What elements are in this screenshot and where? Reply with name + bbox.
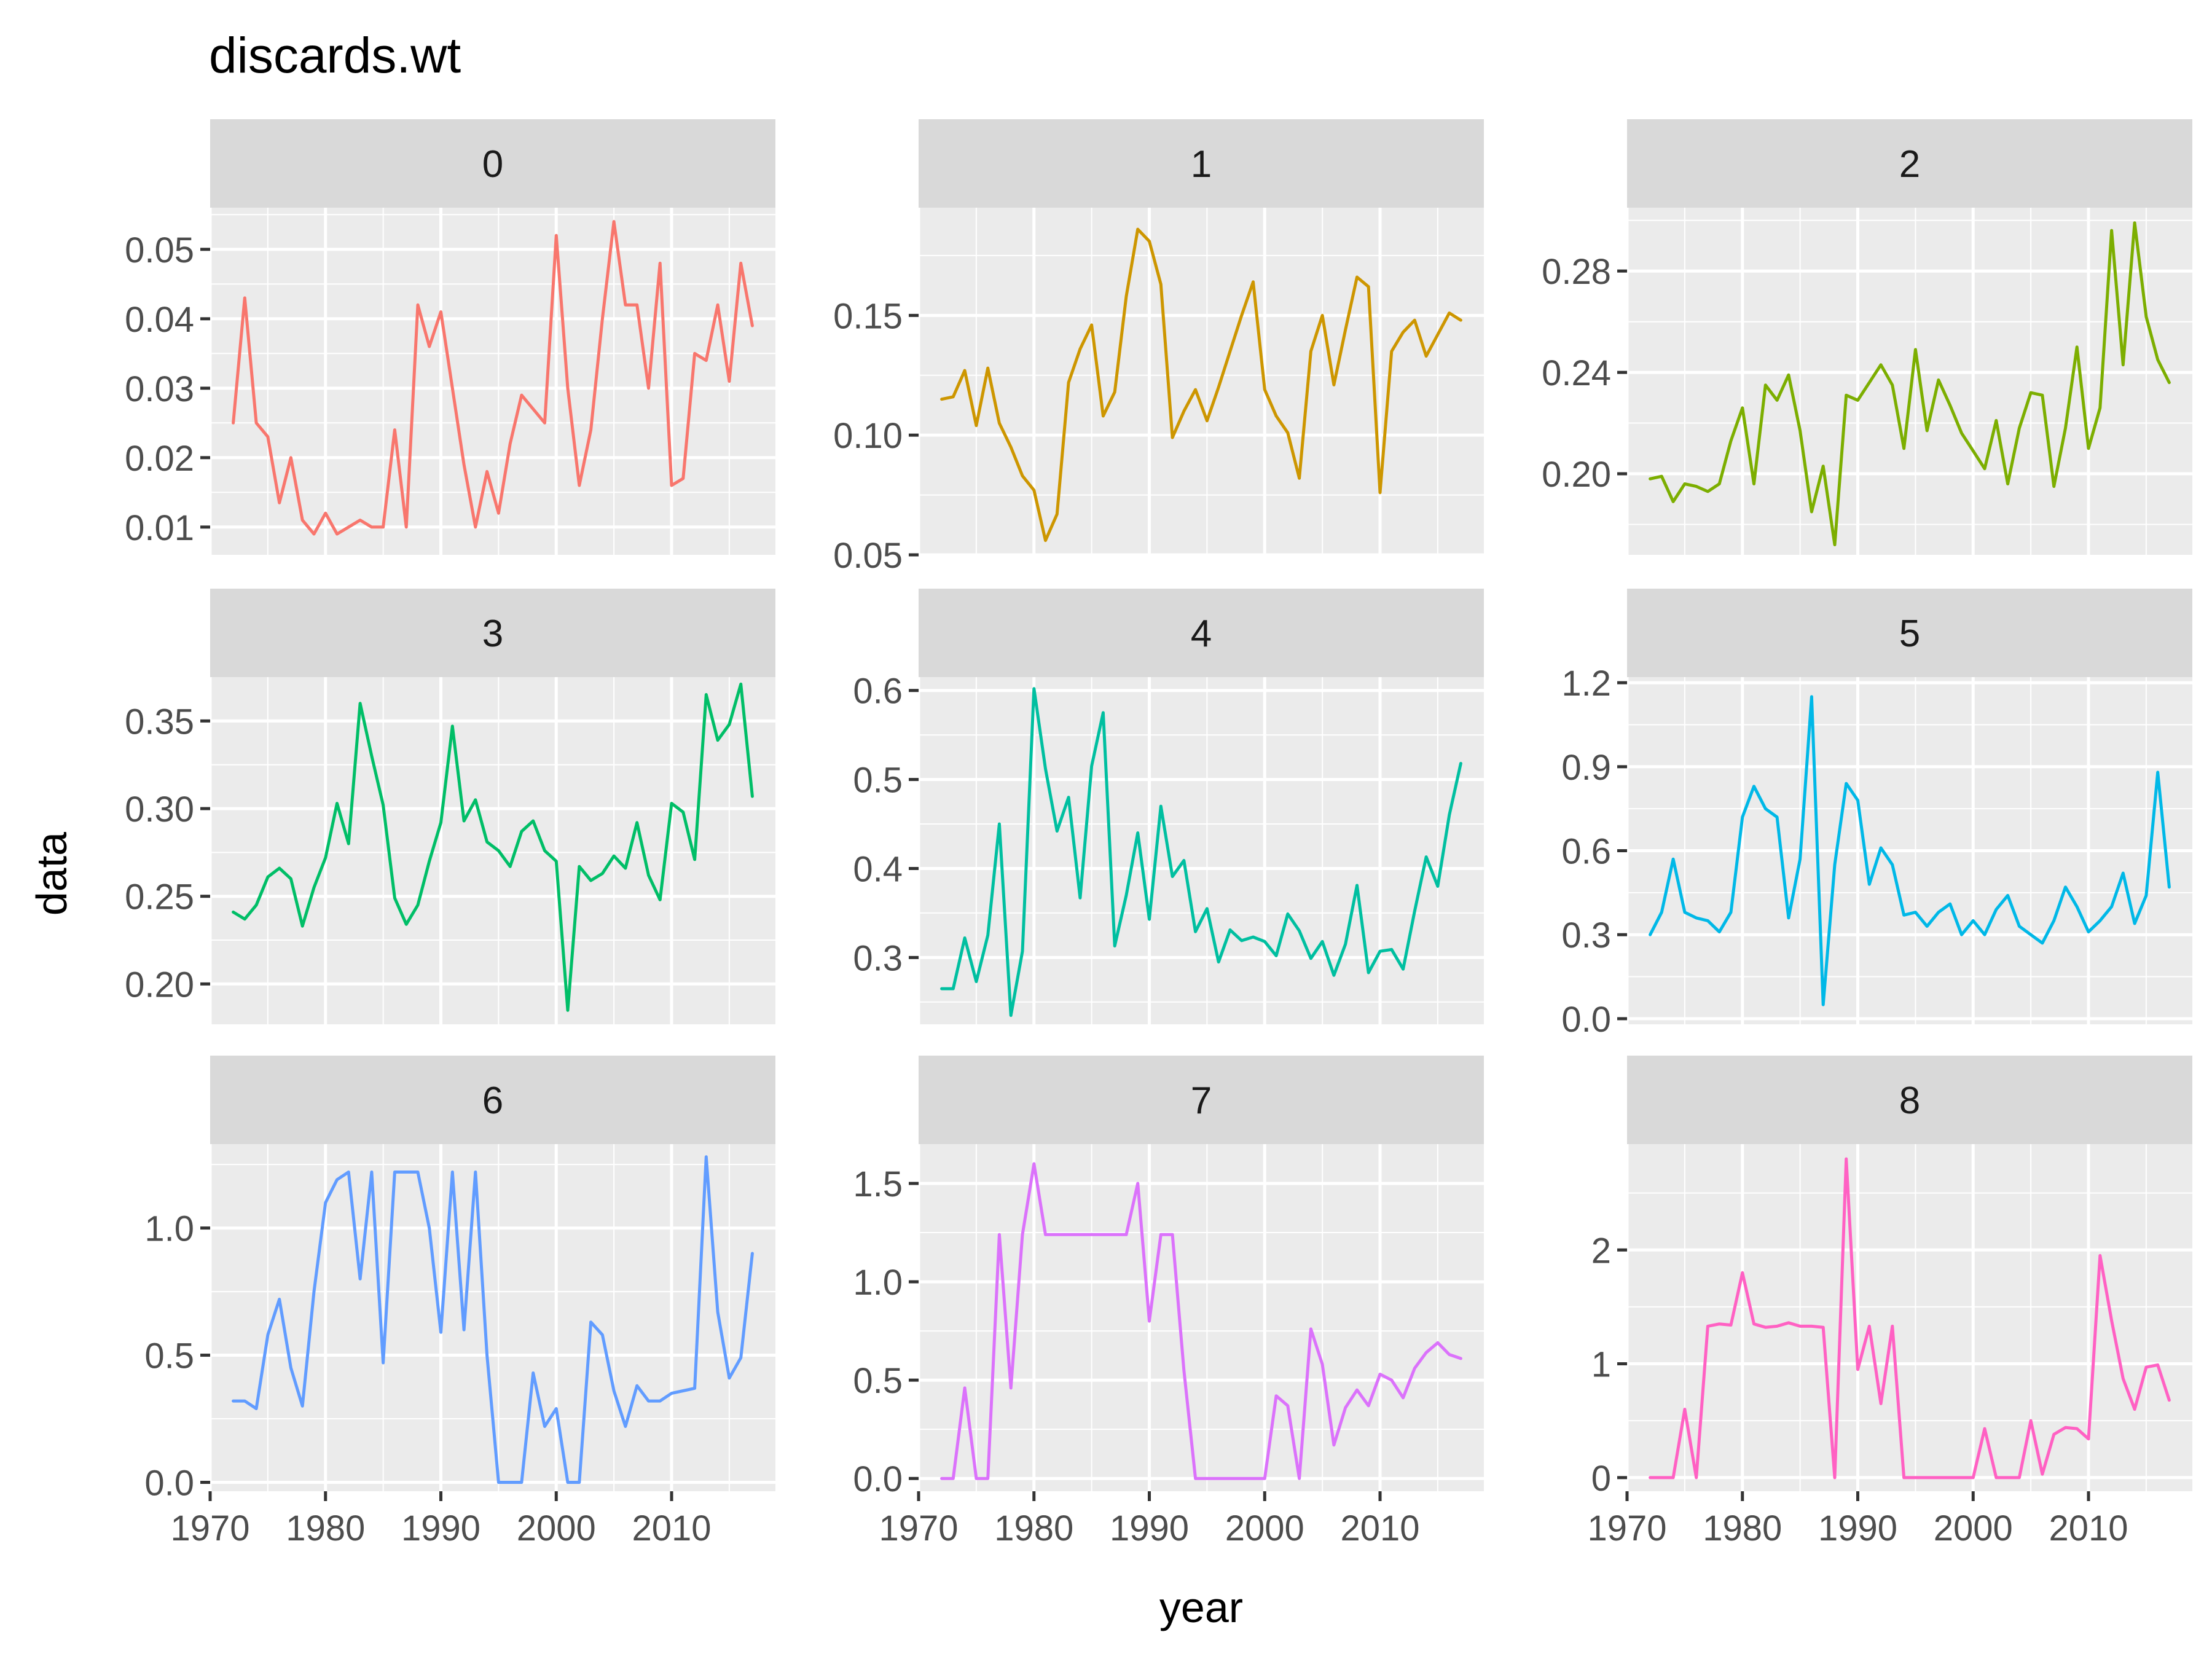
series-line-6 — [232, 1155, 754, 1484]
facet-strip-label: 6 — [482, 1080, 503, 1122]
x-tick-label: 1990 — [1818, 1508, 1897, 1548]
facet-strip — [1627, 1056, 2192, 1144]
y-tick-label: 0.5 — [853, 1361, 903, 1401]
x-tick-label: 2000 — [1934, 1508, 2013, 1548]
y-tick-label: 0.3 — [1561, 916, 1611, 955]
x-tick-label: 1980 — [1703, 1508, 1782, 1548]
y-axis-label: data — [28, 832, 76, 916]
facet-panel-3: 3 0.20 0.25 0.30 0.35 — [125, 589, 775, 1024]
facet-strip — [919, 1056, 1484, 1144]
y-tick-label: 1.5 — [853, 1164, 903, 1204]
plot-background — [210, 677, 775, 1024]
chart-title: discards.wt — [209, 28, 461, 84]
y-tick-label: 0.05 — [125, 230, 194, 270]
y-tick-label: 0.01 — [125, 508, 194, 548]
x-tick-label: 1980 — [994, 1508, 1073, 1548]
series-line-7 — [940, 1162, 1462, 1480]
x-tick-label: 1990 — [1110, 1508, 1189, 1548]
plot-background — [210, 1144, 775, 1491]
facet-strip-label: 1 — [1191, 143, 1212, 186]
y-tick-label: 0 — [1591, 1459, 1611, 1499]
facet-panel-4: 4 0.3 0.4 0.5 0.6 — [853, 589, 1484, 1024]
series-line-8 — [1649, 1157, 2171, 1480]
y-tick-label: 0.5 — [853, 761, 903, 801]
y-tick-label: 0.9 — [1561, 748, 1611, 788]
y-tick-label: 0.0 — [1561, 1000, 1611, 1040]
x-tick-label: 2000 — [1225, 1508, 1304, 1548]
y-tick-label: 0.04 — [125, 300, 194, 340]
plot-background — [919, 1144, 1484, 1491]
y-tick-label: 1.2 — [1561, 664, 1611, 704]
y-tick-label: 1.0 — [853, 1263, 903, 1303]
y-tick-label: 1 — [1591, 1345, 1611, 1385]
facet-panel-2: 2 0.20 0.24 0.28 — [1542, 119, 2192, 555]
series-line-1 — [940, 227, 1462, 543]
y-tick-label: 0.3 — [853, 938, 903, 978]
x-tick-label: 1980 — [286, 1508, 365, 1548]
x-tick-label: 1970 — [170, 1508, 249, 1548]
facet-strip-label: 3 — [482, 613, 503, 655]
y-tick-label: 0.03 — [125, 369, 194, 409]
y-tick-label: 0.0 — [144, 1464, 194, 1504]
facet-strip — [210, 589, 775, 677]
y-tick-label: 0.6 — [853, 672, 903, 712]
y-tick-label: 0.05 — [833, 536, 903, 576]
plot-background — [919, 677, 1484, 1024]
x-tick-label: 1990 — [401, 1508, 480, 1548]
facet-panel-6: 6 0.0 0.5 1.0 1970 1980 1990 2000 2010 — [144, 1056, 775, 1548]
x-axis-label: year — [1159, 1583, 1243, 1631]
facet-strip — [919, 589, 1484, 677]
plot-background — [1627, 1144, 2192, 1491]
facet-strip-label: 7 — [1191, 1080, 1212, 1122]
series-line-0 — [232, 220, 754, 536]
facet-panel-1: 1 0.05 0.10 0.15 — [833, 119, 1484, 576]
x-tick-label: 1970 — [879, 1508, 958, 1548]
facet-strip-label: 4 — [1191, 613, 1212, 655]
facet-strip-label: 5 — [1899, 613, 1920, 655]
x-tick-label: 2000 — [517, 1508, 596, 1548]
y-tick-label: 0.25 — [125, 877, 194, 917]
series-line-4 — [940, 687, 1462, 1017]
y-tick-label: 2 — [1591, 1231, 1611, 1271]
facet-strip — [1627, 589, 2192, 677]
y-tick-label: 0.02 — [125, 439, 194, 479]
facet-panel-5: 5 0.0 0.3 0.6 0.9 1.2 — [1561, 589, 2192, 1040]
facet-strip-label: 8 — [1899, 1080, 1920, 1122]
facet-strip-label: 2 — [1899, 143, 1920, 186]
facet-strip — [919, 119, 1484, 208]
facet-panel-0: 0 0.01 0.02 0.03 0.04 0.05 — [125, 119, 775, 555]
y-tick-label: 0.28 — [1542, 252, 1611, 292]
y-tick-label: 0.5 — [144, 1336, 194, 1376]
y-tick-label: 0.24 — [1542, 353, 1611, 393]
y-tick-label: 0.15 — [833, 296, 903, 336]
facet-panel-8: 8 0 1 2 1970 1980 1990 2000 2010 — [1587, 1056, 2192, 1548]
series-line-3 — [232, 682, 754, 1012]
facet-panel-7: 7 0.0 0.5 1.0 1.5 1970 1980 1990 2000 2010 — [853, 1056, 1484, 1548]
series-line-2 — [1649, 221, 2171, 546]
x-tick-label: 2010 — [1341, 1508, 1420, 1548]
y-tick-label: 0.10 — [833, 416, 903, 456]
y-tick-label: 0.0 — [853, 1459, 903, 1499]
x-tick-label: 2010 — [2049, 1508, 2128, 1548]
y-tick-label: 0.20 — [125, 965, 194, 1005]
plot-background — [919, 208, 1484, 555]
x-tick-label: 1970 — [1587, 1508, 1666, 1548]
facet-panels: 00.010.020.030.040.0510.050.100.1520.200… — [125, 119, 2192, 1548]
plot-background — [1627, 208, 2192, 555]
series-line-5 — [1649, 695, 2171, 1006]
y-tick-label: 0.20 — [1542, 455, 1611, 495]
facet-strip — [210, 1056, 775, 1144]
facet-strip — [210, 119, 775, 208]
y-tick-label: 1.0 — [144, 1209, 194, 1249]
facet-strip — [1627, 119, 2192, 208]
facet-strip-label: 0 — [482, 143, 503, 186]
y-tick-label: 0.4 — [853, 849, 903, 889]
y-tick-label: 0.6 — [1561, 832, 1611, 872]
y-tick-label: 0.30 — [125, 790, 194, 830]
x-tick-label: 2010 — [632, 1508, 712, 1548]
y-tick-label: 0.35 — [125, 702, 194, 742]
